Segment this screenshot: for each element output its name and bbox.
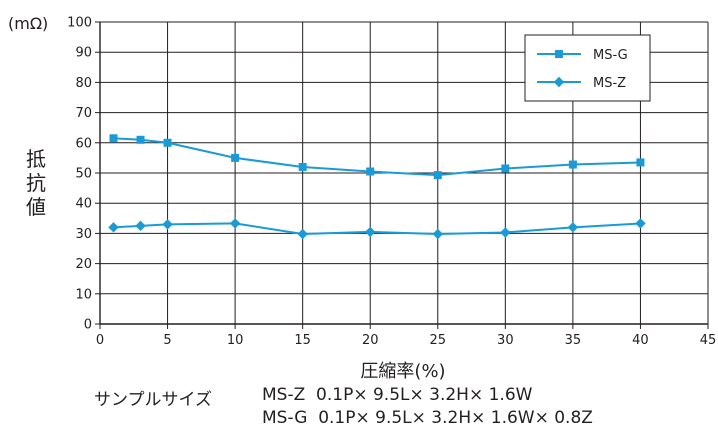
x-tick-label: 40 [632,333,649,348]
data-point-ms-z [162,219,173,230]
data-point-ms-g [109,134,118,143]
x-tick-label: 5 [163,333,171,348]
series-line-ms-z [113,222,641,236]
legend: MS-G MS-Z [524,34,651,102]
x-tick-label: 0 [96,333,104,348]
y-axis-label-char: 抵 [26,147,46,171]
x-tick-label: 45 [700,333,717,348]
data-point-ms-z [229,218,241,229]
data-point-ms-g [298,162,307,171]
x-tick-label: 10 [227,333,244,348]
data-point-ms-g [636,158,645,167]
sample-size-ms-g: MS-G 0.1P× 9.5L× 3.2H× 1.6W× 0.8Z [262,408,593,428]
y-tick-label: 80 [75,76,92,91]
data-point-ms-z [567,222,579,233]
y-axis-label: 抵抗値 [26,147,46,219]
data-point-ms-g [568,160,577,169]
data-point-ms-z [635,218,646,229]
data-point-ms-g [366,167,375,176]
legend-box [524,34,651,102]
data-point-ms-z [432,228,443,240]
legend-label-ms-g: MS-G [593,48,628,63]
y-tick-label: 50 [75,167,92,182]
data-point-ms-z [108,222,119,233]
y-tick-label: 70 [75,106,92,121]
y-tick-label: 10 [75,287,92,302]
legend-marker-ms-g [555,50,563,58]
y-axis-label-char: 値 [26,195,46,219]
x-tick-label: 30 [497,333,514,348]
legend-marker-ms-z [553,76,565,88]
series-line-ms-g [113,137,641,177]
data-point-ms-g [136,135,145,144]
y-tick-label: 60 [75,136,92,151]
data-point-ms-z [135,220,146,232]
data-point-ms-g [433,171,442,180]
y-tick-label: 20 [75,257,92,272]
x-tick-label: 20 [362,333,379,348]
sample-size-ms-z: MS-Z 0.1P× 9.5L× 3.2H× 1.6W [262,385,533,405]
axes [95,21,709,329]
y-tick-labels: 0 10 20 30 40 50 60 70 80 90 100 [67,16,92,333]
y-tick-label: 40 [75,197,92,212]
y-tick-label: 90 [75,46,92,61]
legend-label-ms-z: MS-Z [593,76,626,91]
data-point-ms-g [501,164,510,173]
data-point-ms-z [365,226,376,238]
y-axis-unit: (mΩ) [8,14,48,33]
sample-size-label: サンプルサイズ [94,390,212,410]
y-tick-label: 100 [67,16,92,31]
x-tick-label: 25 [430,333,447,348]
x-tick-labels: 0 5 10 15 20 25 30 35 40 45 [96,333,716,348]
x-tick-label: 35 [565,333,582,348]
y-tick-label: 30 [75,227,92,242]
y-axis-label-char: 抗 [26,171,46,195]
data-point-ms-z [297,228,308,240]
series-group [108,134,646,240]
x-tick-label: 15 [294,333,311,348]
x-axis-label: 圧縮率(%) [360,361,445,382]
y-tick-label: 0 [84,318,92,333]
data-point-ms-g [163,138,172,147]
data-point-ms-g [231,153,240,162]
data-point-ms-z [500,227,511,238]
